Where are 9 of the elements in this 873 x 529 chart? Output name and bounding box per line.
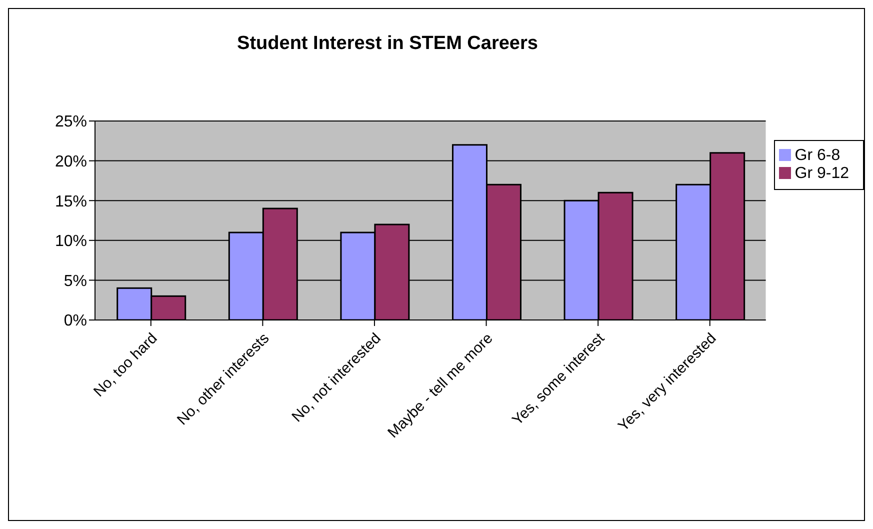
legend-label: Gr 6-8 [794, 146, 840, 164]
y-tick-label: 0% [64, 312, 87, 330]
y-tick-label: 10% [54, 233, 87, 250]
y-tick-label: 5% [64, 272, 87, 290]
legend-label: Gr 9-12 [794, 164, 849, 182]
y-tick-label: 20% [54, 153, 87, 170]
y-tick-label: 25% [54, 114, 87, 131]
y-tick-label: 15% [54, 193, 87, 210]
chart-title: Student Interest in STEM Careers [236, 33, 539, 55]
